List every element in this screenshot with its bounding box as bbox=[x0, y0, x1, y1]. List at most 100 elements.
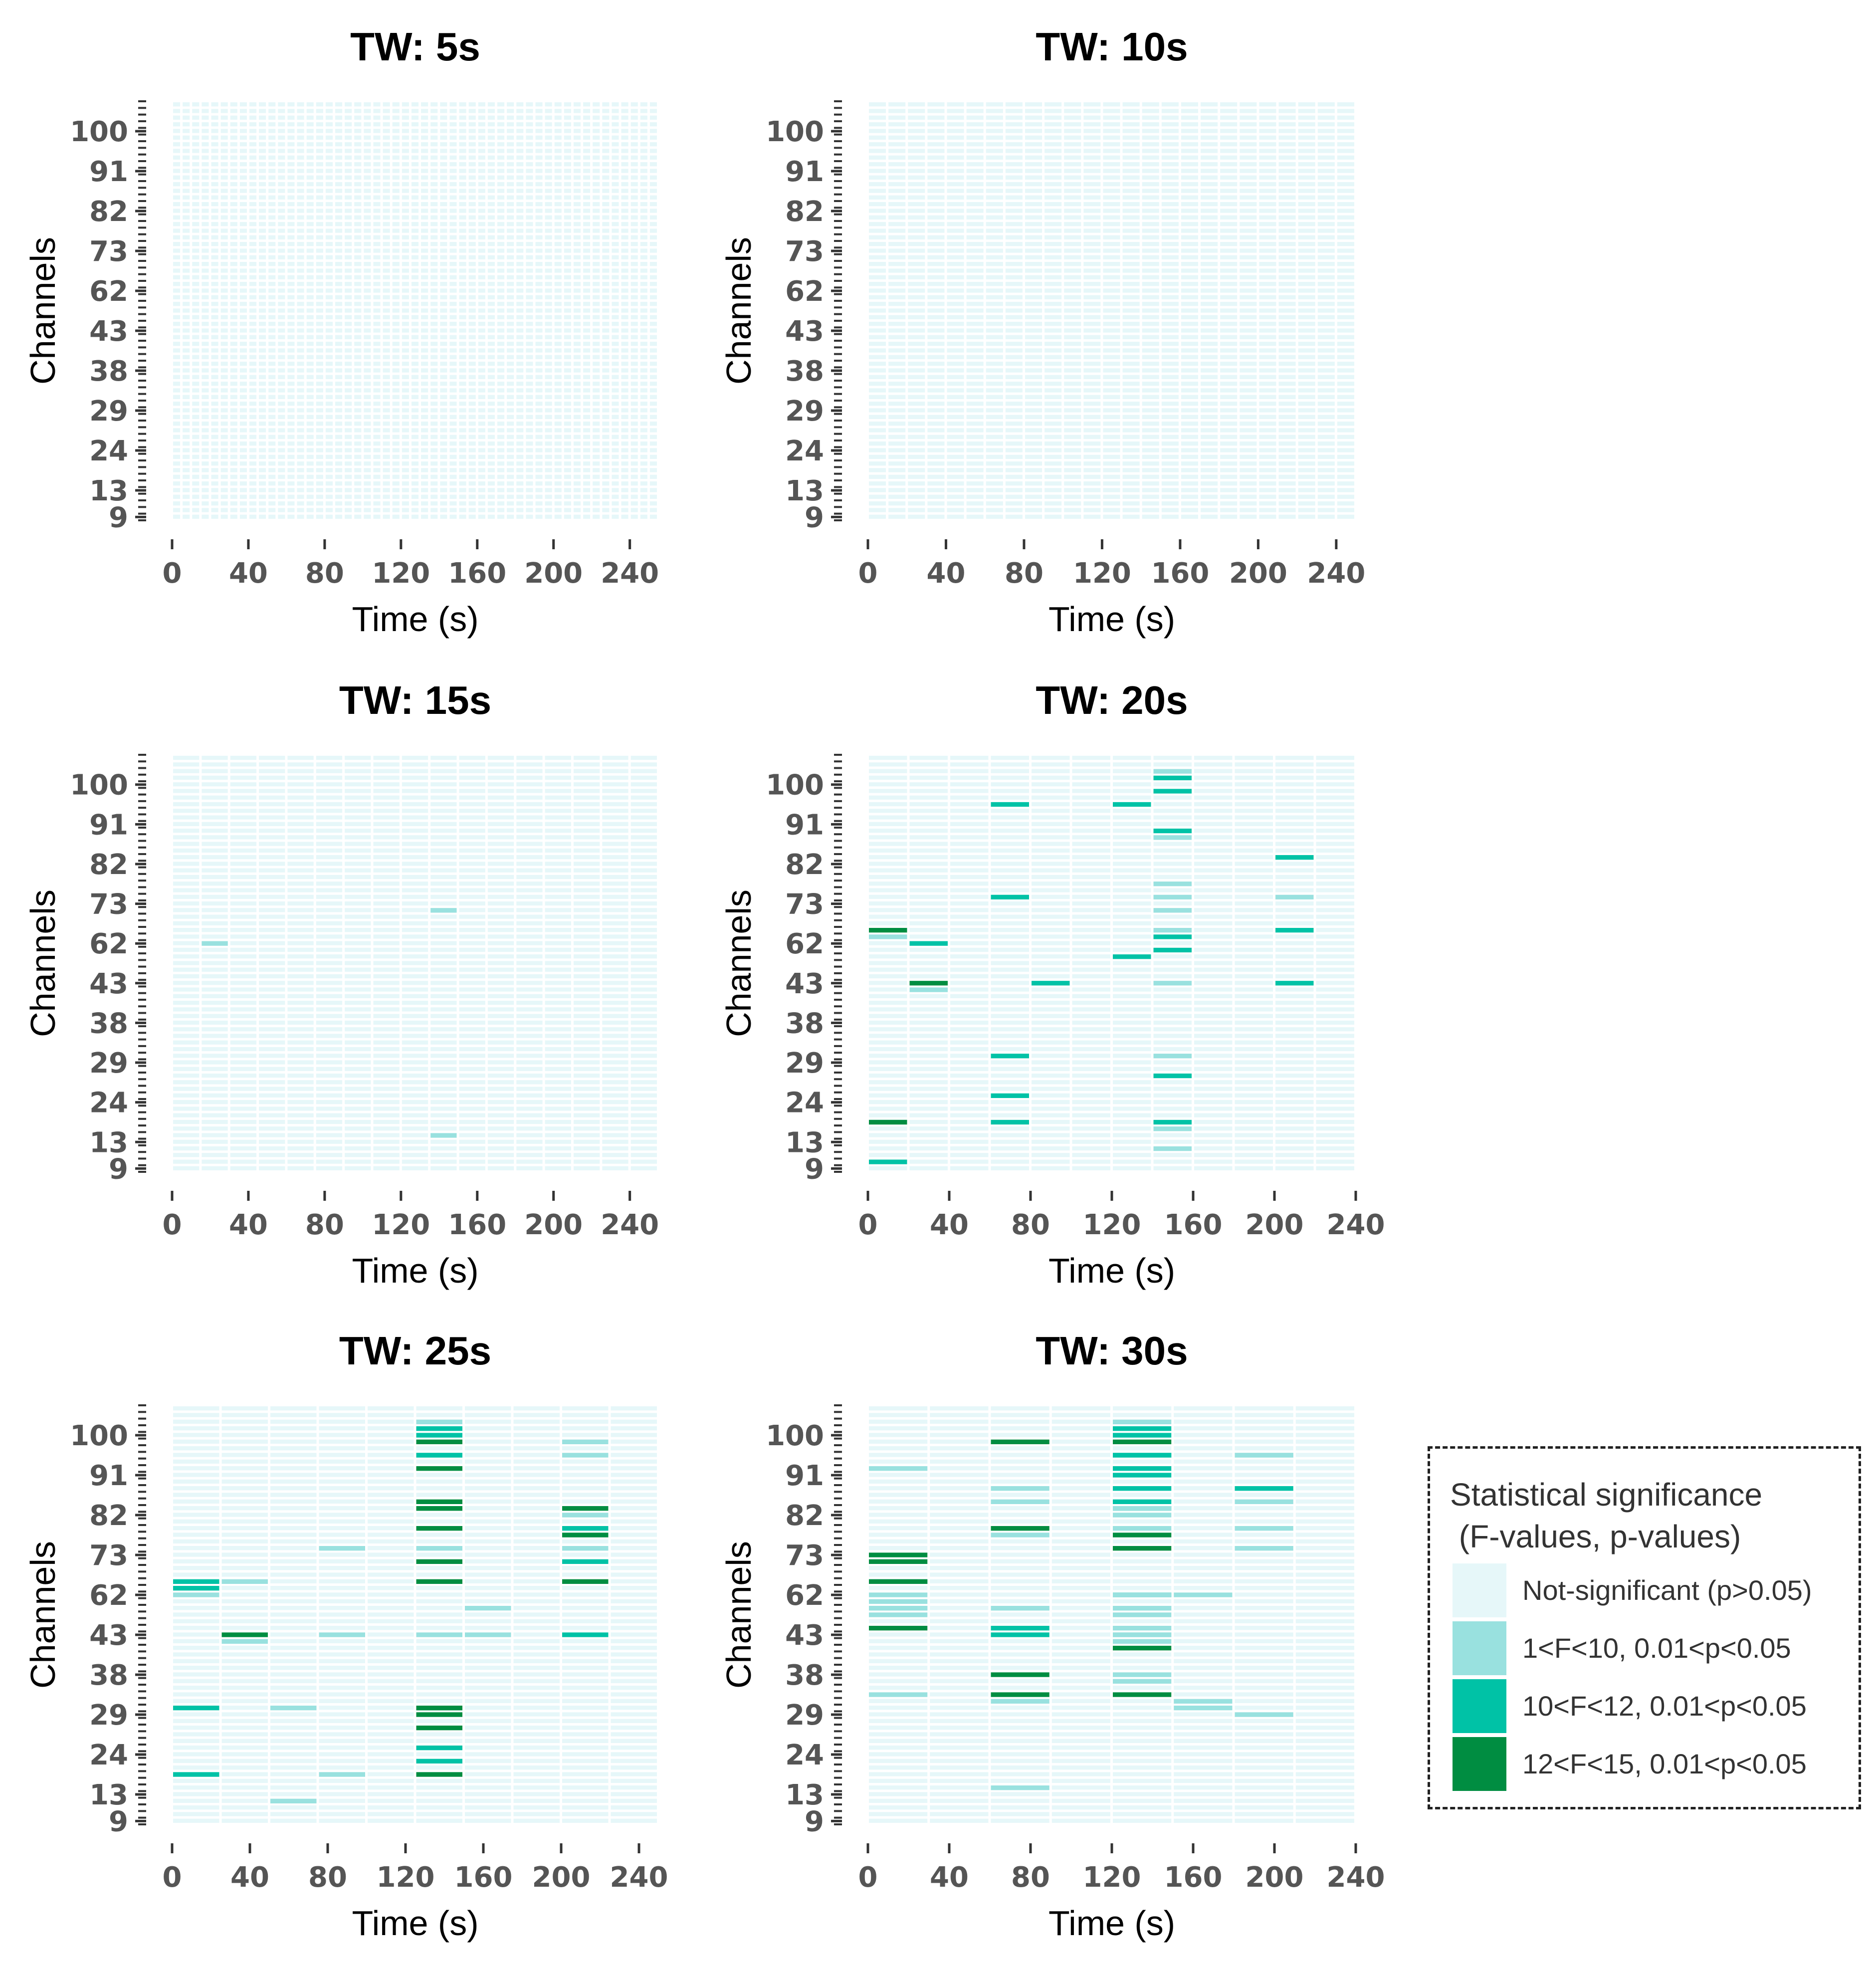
heatmap-cell bbox=[947, 255, 964, 259]
heatmap-cell bbox=[220, 435, 228, 439]
heatmap-cell bbox=[554, 222, 562, 226]
heatmap-cell bbox=[325, 328, 333, 333]
heatmap-cell bbox=[1317, 242, 1335, 246]
heatmap-cell bbox=[183, 508, 190, 512]
heatmap-cell bbox=[192, 342, 200, 346]
heatmap-cell bbox=[966, 142, 984, 147]
heatmap-cell bbox=[325, 255, 333, 259]
heatmap-cell bbox=[411, 155, 419, 160]
heatmap-cell bbox=[649, 169, 657, 173]
heatmap-cell bbox=[383, 408, 390, 413]
heatmap-cell bbox=[640, 282, 647, 286]
heatmap-cell bbox=[1298, 228, 1315, 233]
heatmap-cell bbox=[459, 195, 466, 200]
heatmap-cell bbox=[1103, 129, 1120, 133]
heatmap-cell bbox=[402, 275, 409, 279]
heatmap-cell bbox=[621, 122, 628, 127]
heatmap-cell bbox=[440, 275, 447, 279]
heatmap-cell bbox=[1240, 295, 1257, 299]
heatmap-cell bbox=[297, 149, 304, 153]
heatmap-cell bbox=[1161, 368, 1179, 373]
heatmap-cell bbox=[545, 441, 552, 446]
heatmap-cell bbox=[535, 242, 543, 246]
heatmap-cell bbox=[1161, 481, 1179, 486]
heatmap-cell bbox=[1201, 308, 1218, 313]
heatmap-cell bbox=[373, 428, 381, 433]
heatmap-cell bbox=[259, 135, 266, 140]
heatmap-cell bbox=[459, 454, 466, 459]
heatmap-cell bbox=[1025, 162, 1042, 167]
heatmap-cell bbox=[535, 501, 543, 506]
heatmap-cell bbox=[202, 288, 209, 293]
heatmap-cell bbox=[554, 262, 562, 266]
heatmap-cell bbox=[986, 228, 1003, 233]
heatmap-cell bbox=[192, 275, 200, 279]
heatmap-cell bbox=[1337, 155, 1354, 160]
heatmap-cell bbox=[249, 288, 257, 293]
heatmap-cell bbox=[202, 169, 209, 173]
heatmap-cell bbox=[1220, 488, 1238, 492]
heatmap-cell bbox=[173, 248, 181, 253]
heatmap-cell bbox=[345, 368, 352, 373]
heatmap-cell bbox=[1298, 382, 1315, 386]
heatmap-cell bbox=[535, 268, 543, 273]
heatmap-cell bbox=[268, 209, 276, 213]
heatmap-cell bbox=[411, 402, 419, 406]
heatmap-cell bbox=[306, 175, 314, 180]
heatmap-cell bbox=[449, 428, 457, 433]
heatmap-cell bbox=[888, 102, 906, 107]
heatmap-cell bbox=[869, 222, 886, 226]
heatmap-cell bbox=[230, 262, 237, 266]
heatmap-cell bbox=[1181, 129, 1199, 133]
heatmap-cell bbox=[373, 415, 381, 419]
heatmap-cell bbox=[573, 122, 581, 127]
heatmap-cell bbox=[1181, 501, 1199, 506]
heatmap-cell bbox=[297, 215, 304, 220]
heatmap-cell bbox=[192, 202, 200, 207]
heatmap-cell bbox=[1083, 162, 1101, 167]
heatmap-cell bbox=[888, 282, 906, 286]
heatmap-cell bbox=[908, 149, 925, 153]
heatmap-cell bbox=[402, 222, 409, 226]
heatmap-cell bbox=[908, 275, 925, 279]
heatmap-cell bbox=[364, 454, 371, 459]
heatmap-cell bbox=[1220, 441, 1238, 446]
heatmap-cell bbox=[497, 195, 505, 200]
heatmap-cell bbox=[430, 129, 438, 133]
heatmap-cell bbox=[316, 461, 323, 466]
heatmap-cell bbox=[449, 268, 457, 273]
heatmap-cell bbox=[421, 162, 428, 167]
heatmap-cell bbox=[1025, 302, 1042, 306]
heatmap-cell bbox=[259, 202, 266, 207]
heatmap-cell bbox=[1103, 422, 1120, 426]
heatmap-cell bbox=[1161, 242, 1179, 246]
heatmap-cell bbox=[640, 435, 647, 439]
heatmap-cell bbox=[1122, 448, 1140, 452]
heatmap-cell bbox=[468, 275, 476, 279]
heatmap-cell bbox=[1201, 348, 1218, 353]
heatmap-cell bbox=[287, 182, 295, 187]
heatmap-cell bbox=[316, 468, 323, 472]
heatmap-cell bbox=[354, 109, 362, 113]
heatmap-cell bbox=[612, 315, 619, 319]
heatmap-cell bbox=[335, 209, 343, 213]
heatmap-cell bbox=[1201, 129, 1218, 133]
heatmap-cell bbox=[526, 169, 533, 173]
heatmap-cell bbox=[220, 282, 228, 286]
heatmap-cell bbox=[230, 295, 237, 299]
heatmap-cell bbox=[345, 335, 352, 339]
heatmap-cell bbox=[325, 342, 333, 346]
heatmap-cell bbox=[888, 169, 906, 173]
heatmap-cell bbox=[402, 169, 409, 173]
heatmap-cell bbox=[1220, 115, 1238, 120]
heatmap-cell bbox=[1240, 388, 1257, 393]
heatmap-cell bbox=[966, 342, 984, 346]
heatmap-cell bbox=[497, 155, 505, 160]
heatmap-cell bbox=[1317, 215, 1335, 220]
heatmap-cell bbox=[1201, 368, 1218, 373]
heatmap-cell bbox=[966, 275, 984, 279]
heatmap-cell bbox=[183, 388, 190, 393]
heatmap-cell bbox=[440, 474, 447, 479]
heatmap-cell bbox=[268, 202, 276, 207]
heatmap-cell bbox=[487, 209, 495, 213]
